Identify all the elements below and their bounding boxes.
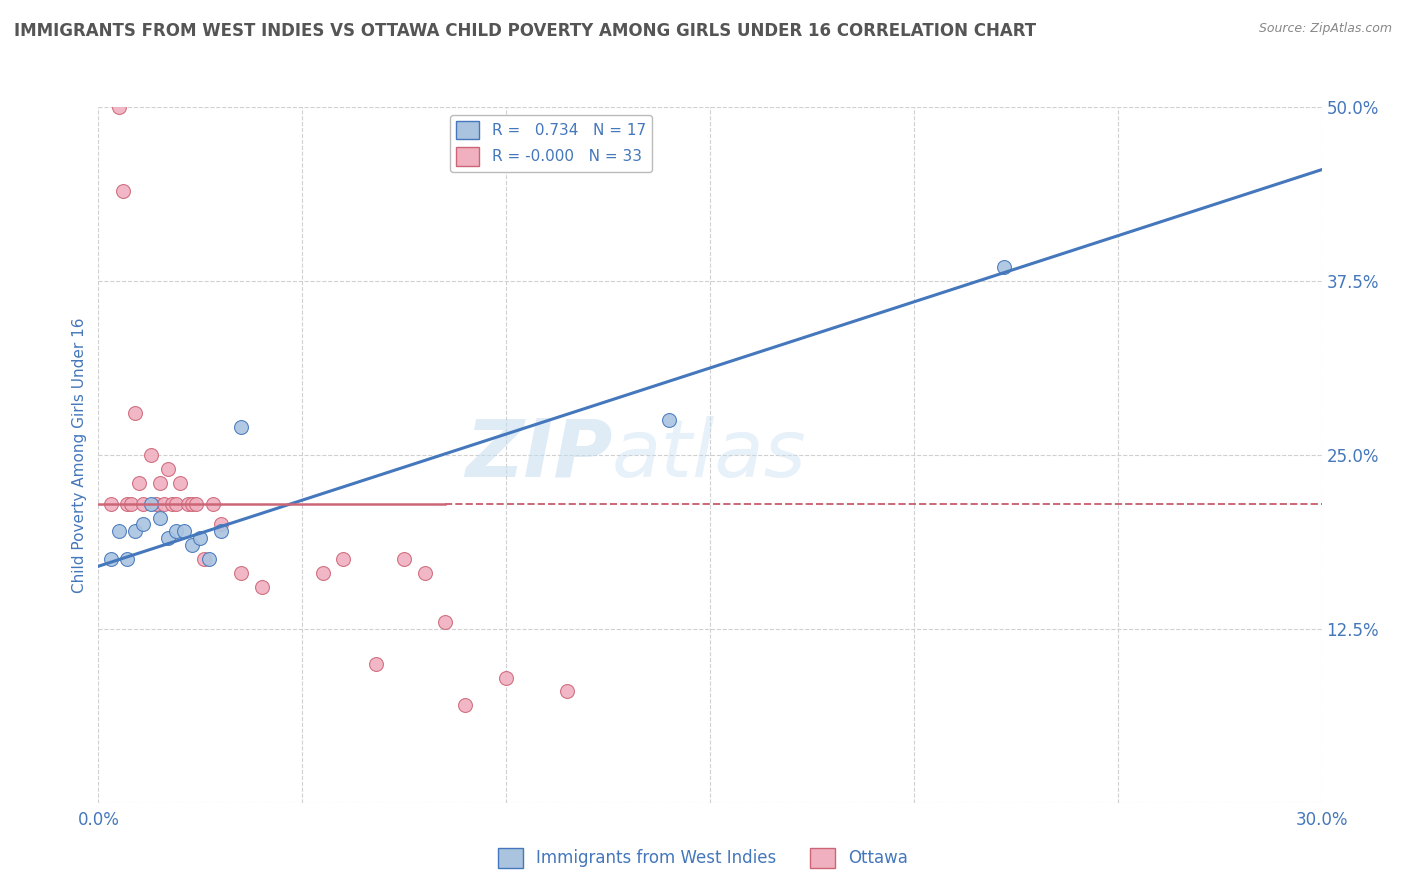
Point	[364, 657, 387, 671]
Point	[231, 566, 253, 581]
Point	[197, 552, 219, 566]
Point	[250, 580, 273, 594]
Point	[332, 552, 354, 566]
Point	[120, 497, 142, 511]
Point	[132, 497, 155, 511]
Point	[181, 538, 204, 552]
Text: IMMIGRANTS FROM WEST INDIES VS OTTAWA CHILD POVERTY AMONG GIRLS UNDER 16 CORRELA: IMMIGRANTS FROM WEST INDIES VS OTTAWA CH…	[14, 22, 1036, 40]
Point	[115, 552, 138, 566]
Text: Source: ZipAtlas.com: Source: ZipAtlas.com	[1258, 22, 1392, 36]
Point	[132, 517, 155, 532]
Point	[454, 698, 477, 713]
Point	[658, 413, 681, 427]
Legend: R =   0.734   N = 17, R = -0.000   N = 33: R = 0.734 N = 17, R = -0.000 N = 33	[450, 115, 652, 172]
Point	[111, 184, 134, 198]
Point	[186, 497, 208, 511]
Point	[169, 475, 191, 490]
Point	[993, 260, 1015, 274]
Point	[115, 497, 138, 511]
Point	[149, 510, 172, 524]
Point	[160, 497, 183, 511]
Point	[100, 552, 122, 566]
Point	[188, 532, 212, 546]
Point	[557, 684, 579, 698]
Point	[108, 100, 131, 114]
Point	[100, 497, 122, 511]
Point	[156, 532, 179, 546]
Point	[124, 524, 146, 539]
Point	[495, 671, 517, 685]
Y-axis label: Child Poverty Among Girls Under 16: Child Poverty Among Girls Under 16	[72, 318, 87, 592]
Point	[165, 524, 187, 539]
Point	[141, 448, 163, 462]
Point	[177, 497, 200, 511]
Text: ZIP: ZIP	[465, 416, 612, 494]
Point	[173, 524, 195, 539]
Point	[128, 475, 150, 490]
Point	[145, 497, 167, 511]
Point	[181, 497, 204, 511]
Point	[165, 497, 187, 511]
Point	[201, 497, 224, 511]
Text: atlas: atlas	[612, 416, 807, 494]
Legend: Immigrants from West Indies, Ottawa: Immigrants from West Indies, Ottawa	[491, 841, 915, 875]
Point	[156, 462, 179, 476]
Point	[413, 566, 436, 581]
Point	[312, 566, 335, 581]
Point	[141, 497, 163, 511]
Point	[193, 552, 215, 566]
Point	[149, 475, 172, 490]
Point	[392, 552, 416, 566]
Point	[231, 420, 253, 434]
Point	[124, 406, 146, 420]
Point	[108, 524, 131, 539]
Point	[209, 524, 232, 539]
Point	[152, 497, 174, 511]
Point	[209, 517, 232, 532]
Point	[434, 615, 457, 629]
